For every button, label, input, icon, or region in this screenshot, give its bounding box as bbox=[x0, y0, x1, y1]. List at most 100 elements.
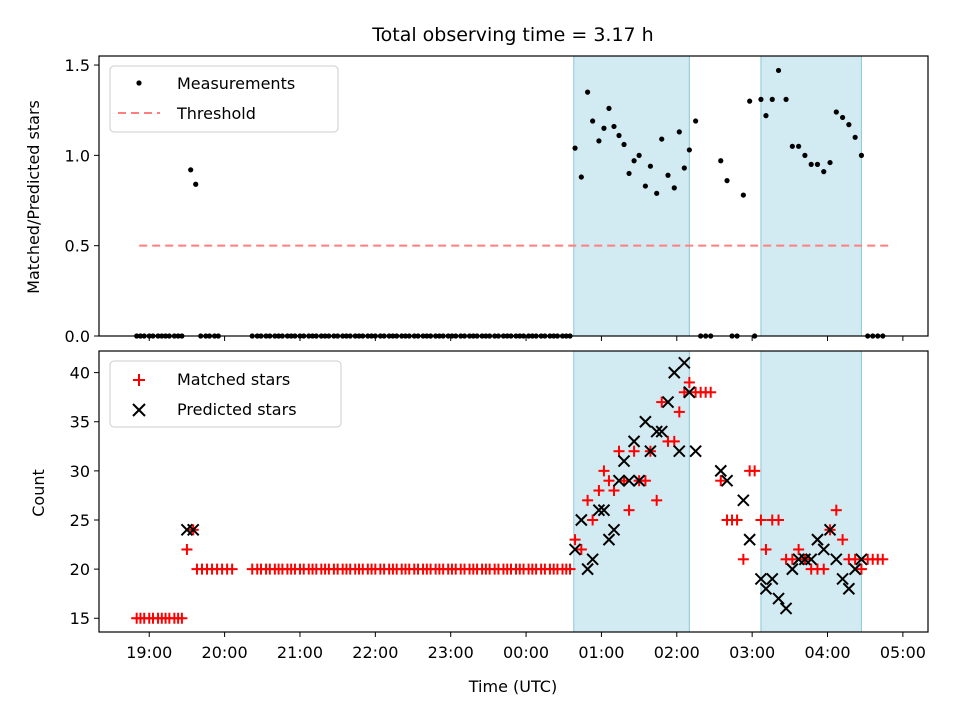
predicted-point bbox=[639, 415, 652, 428]
predicted-point bbox=[811, 533, 824, 546]
predicted-point-b bbox=[823, 523, 837, 537]
predicted-point-b bbox=[661, 395, 675, 409]
bottom-y-axis-label: Count bbox=[29, 469, 48, 517]
measurement-point bbox=[747, 98, 753, 104]
predicted-point-b bbox=[720, 474, 734, 487]
measurement-point bbox=[642, 183, 648, 189]
matched-point bbox=[786, 553, 798, 565]
matched-point bbox=[603, 475, 615, 487]
matched-point bbox=[564, 563, 576, 575]
predicted-point bbox=[743, 533, 756, 546]
y-tick-label: 1.0 bbox=[65, 146, 90, 165]
measurement-point bbox=[693, 118, 699, 124]
measurement-point bbox=[852, 134, 858, 140]
top-y-axis-label: Matched/Predicted stars bbox=[24, 100, 43, 294]
measurement-point bbox=[827, 159, 833, 166]
predicted-point bbox=[779, 602, 793, 615]
predicted-point bbox=[617, 454, 631, 468]
top-y-axis: 0.0 0.5 1.0 1.5 bbox=[65, 56, 99, 346]
measurement-point bbox=[647, 163, 654, 169]
predicted-point-b bbox=[683, 386, 696, 399]
matched-point bbox=[837, 534, 849, 546]
matched-point bbox=[673, 406, 685, 418]
measurement-point bbox=[193, 181, 199, 187]
matched-stars-series bbox=[131, 376, 889, 624]
top-plot-frame bbox=[98, 55, 929, 337]
predicted-point bbox=[575, 513, 588, 527]
predicted-point bbox=[786, 562, 799, 576]
top-legend-box bbox=[109, 65, 339, 133]
measurement-point bbox=[796, 143, 802, 149]
measurement-point bbox=[636, 152, 642, 158]
predicted-point bbox=[186, 523, 200, 537]
measurement-point bbox=[802, 152, 808, 158]
predicted-point bbox=[766, 572, 779, 586]
x-tick-label: 23:00 bbox=[428, 643, 474, 662]
matched-point bbox=[849, 553, 861, 565]
matched-point bbox=[639, 475, 651, 487]
measurement-point bbox=[654, 190, 660, 196]
predicted-point bbox=[830, 553, 843, 566]
measurement-point bbox=[718, 158, 724, 164]
matched-point bbox=[737, 553, 749, 565]
legend-measurement-marker bbox=[136, 80, 142, 86]
y-tick-label: 15 bbox=[70, 609, 90, 628]
predicted-point bbox=[673, 445, 686, 458]
predicted-point-b bbox=[836, 572, 849, 586]
measurement-point bbox=[578, 174, 584, 180]
predicted-point bbox=[622, 474, 636, 487]
predicted-point-b bbox=[186, 523, 200, 537]
x-tick-label: 19:00 bbox=[126, 643, 172, 662]
predicted-point bbox=[823, 523, 837, 537]
predicted-point-b bbox=[811, 533, 824, 546]
measurement-point bbox=[631, 158, 637, 164]
matched-point bbox=[176, 612, 188, 624]
predicted-point-b bbox=[855, 553, 868, 566]
legend-measurements-label: Measurements bbox=[177, 74, 295, 93]
y-tick-label: 0.5 bbox=[65, 237, 90, 256]
predicted-point-b bbox=[743, 533, 756, 546]
measurement-point bbox=[763, 113, 769, 119]
x-tick-label: 02:00 bbox=[654, 643, 700, 662]
predicted-point-b bbox=[639, 415, 652, 428]
measurement-point bbox=[676, 129, 682, 135]
predicted-point bbox=[737, 494, 750, 507]
measurement-point bbox=[839, 114, 846, 121]
predicted-point-b bbox=[817, 543, 830, 556]
predicted-point bbox=[586, 553, 599, 566]
predicted-point bbox=[668, 366, 681, 379]
predicted-point-b bbox=[568, 543, 582, 556]
predicted-point-b bbox=[714, 464, 727, 478]
matched-point bbox=[593, 485, 605, 497]
predicted-point-b bbox=[848, 562, 862, 576]
predicted-point bbox=[683, 386, 696, 399]
measurement-point bbox=[616, 132, 622, 139]
measurement-point bbox=[846, 122, 852, 128]
matched-point bbox=[705, 386, 717, 398]
y-tick-label: 35 bbox=[70, 413, 90, 432]
x-tick-label: 00:00 bbox=[503, 643, 549, 662]
predicted-point-b bbox=[627, 435, 641, 448]
predicted-point bbox=[650, 425, 663, 438]
measurement-point bbox=[626, 170, 632, 177]
matched-point bbox=[668, 435, 680, 447]
measurement-point bbox=[659, 136, 665, 142]
predicted-point-b bbox=[632, 474, 646, 487]
predicted-point-b bbox=[754, 572, 768, 586]
predicted-point-b bbox=[592, 503, 606, 517]
predicted-point-b bbox=[575, 513, 588, 527]
shaded-interval bbox=[760, 350, 862, 633]
matched-point bbox=[569, 534, 581, 546]
measurement-point bbox=[758, 96, 764, 102]
predicted-point bbox=[568, 543, 582, 556]
measurement-point bbox=[775, 67, 782, 74]
matched-point bbox=[731, 514, 743, 526]
predicted-point bbox=[855, 553, 868, 566]
measurement-point bbox=[686, 147, 692, 153]
bottom-plot-frame bbox=[98, 350, 929, 633]
predicted-point-b bbox=[759, 582, 773, 595]
predicted-point-b bbox=[617, 454, 631, 468]
predicted-point bbox=[655, 425, 668, 438]
measurement-point bbox=[188, 167, 194, 173]
